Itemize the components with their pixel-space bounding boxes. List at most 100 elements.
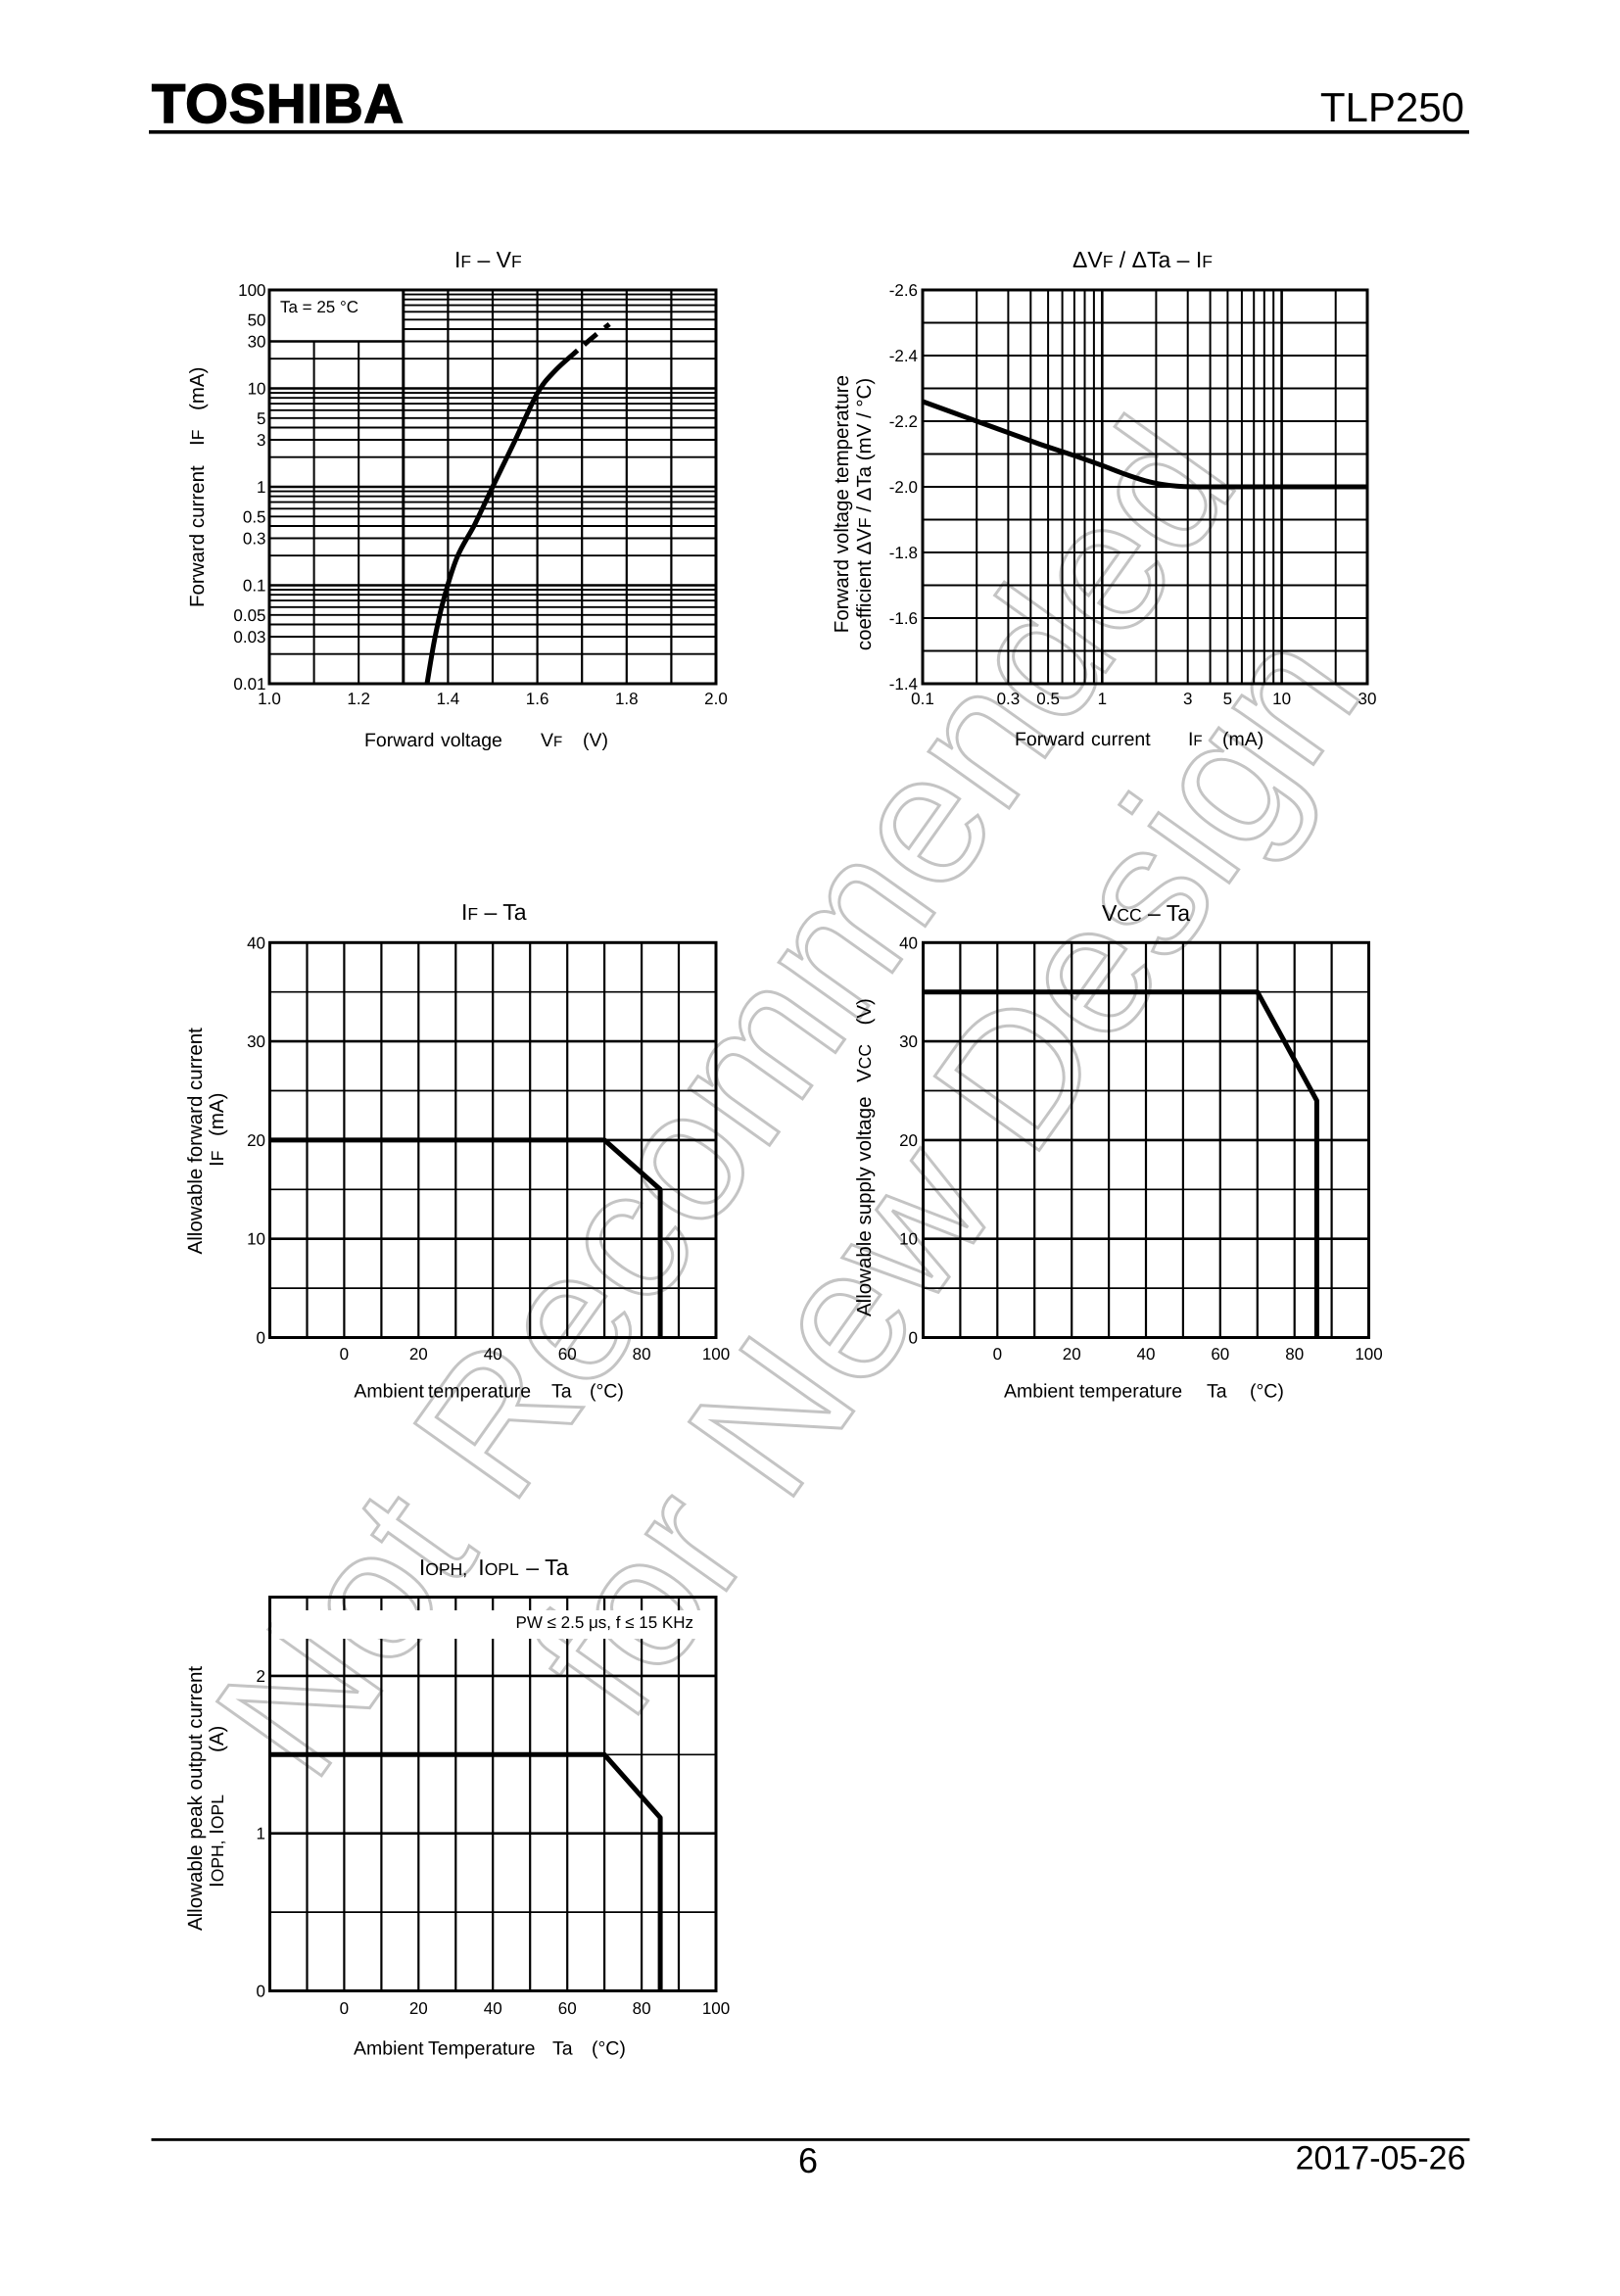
svg-text:(V): (V) [853, 998, 876, 1025]
svg-text:(°C): (°C) [1250, 1381, 1284, 1403]
svg-text:-2.6: -2.6 [889, 281, 918, 300]
svg-text:100: 100 [702, 1345, 730, 1363]
svg-text:Forward: Forward [364, 730, 435, 751]
svg-text:temperature: temperature [1079, 1381, 1182, 1403]
svg-text:1.8: 1.8 [615, 690, 639, 708]
svg-text:60: 60 [558, 1999, 577, 2018]
svg-text:30: 30 [248, 333, 266, 352]
svg-text:3: 3 [257, 431, 265, 450]
svg-text:40: 40 [484, 1999, 502, 2018]
svg-text:IF – VF: IF – VF [454, 247, 522, 272]
svg-text:TOSHIBA: TOSHIBA [152, 72, 405, 134]
svg-text:Ta: Ta [552, 2038, 573, 2060]
svg-text:IF: IF [206, 1151, 228, 1167]
svg-text:– Ta: – Ta [526, 1555, 568, 1580]
svg-text:VCC: VCC [853, 1044, 876, 1082]
svg-text:IOPH,: IOPH, [419, 1555, 467, 1580]
svg-text:60: 60 [558, 1345, 577, 1363]
svg-text:Allowable peak output current: Allowable peak output current [184, 1666, 207, 1931]
svg-text:0: 0 [340, 1999, 349, 2018]
svg-text:0.05: 0.05 [233, 606, 265, 625]
svg-text:40: 40 [247, 933, 265, 952]
svg-text:50: 50 [248, 311, 266, 329]
svg-text:1: 1 [1098, 690, 1107, 708]
svg-text:IOPL: IOPL [478, 1555, 519, 1580]
svg-text:Forward current: Forward current [186, 465, 209, 607]
svg-text:Forward voltage temperature: Forward voltage temperature [831, 375, 853, 633]
svg-text:30: 30 [899, 1032, 918, 1051]
svg-text:20: 20 [1063, 1345, 1081, 1363]
svg-text:Allowable supply voltage: Allowable supply voltage [853, 1097, 876, 1317]
svg-text:10: 10 [247, 1230, 265, 1249]
svg-text:1.4: 1.4 [437, 690, 460, 708]
svg-text:1.0: 1.0 [258, 690, 281, 708]
svg-text:10: 10 [899, 1230, 918, 1249]
svg-text:0: 0 [257, 1983, 265, 2001]
svg-text:0.3: 0.3 [243, 530, 266, 549]
svg-text:30: 30 [247, 1032, 265, 1051]
svg-text:-1.6: -1.6 [889, 609, 918, 628]
svg-text:5: 5 [1223, 690, 1232, 708]
svg-text:Ambient: Ambient [354, 1381, 424, 1403]
svg-text:1: 1 [257, 478, 265, 497]
svg-text:80: 80 [1285, 1345, 1304, 1363]
svg-text:temperature: temperature [428, 1381, 531, 1403]
svg-text:40: 40 [899, 933, 918, 952]
svg-text:20: 20 [247, 1131, 265, 1150]
svg-text:40: 40 [484, 1345, 502, 1363]
svg-text:(°C): (°C) [592, 2038, 626, 2060]
svg-text:1.6: 1.6 [526, 690, 549, 708]
svg-text:60: 60 [1211, 1345, 1229, 1363]
svg-text:(mA): (mA) [206, 1093, 228, 1136]
svg-text:100: 100 [702, 1999, 730, 2018]
svg-text:0.3: 0.3 [997, 690, 1021, 708]
svg-text:IF – Ta: IF – Ta [461, 899, 527, 925]
svg-text:VCC – Ta: VCC – Ta [1102, 900, 1190, 926]
svg-text:IF: IF [1188, 729, 1203, 750]
svg-text:0: 0 [909, 1329, 918, 1348]
svg-text:voltage: voltage [441, 730, 502, 751]
svg-text:100: 100 [1355, 1345, 1382, 1363]
svg-text:-2.2: -2.2 [889, 412, 918, 431]
svg-text:1.2: 1.2 [347, 690, 370, 708]
svg-text:TLP250: TLP250 [1320, 84, 1464, 130]
svg-text:80: 80 [633, 1345, 651, 1363]
svg-text:0.03: 0.03 [233, 628, 265, 646]
svg-text:Allowable forward current: Allowable forward current [184, 1028, 207, 1255]
svg-text:Temperature: Temperature [428, 2038, 535, 2060]
svg-text:0.01: 0.01 [233, 675, 265, 694]
svg-text:VF: VF [541, 730, 562, 751]
svg-text:20: 20 [409, 1999, 428, 2018]
svg-text:Ta: Ta [551, 1381, 572, 1403]
svg-text:0.1: 0.1 [911, 690, 934, 708]
svg-text:Ambient: Ambient [354, 2038, 424, 2060]
svg-text:10: 10 [1272, 690, 1291, 708]
svg-text:6: 6 [798, 2140, 818, 2180]
svg-text:IOPH, IOPL: IOPH, IOPL [206, 1794, 228, 1888]
svg-text:-2.0: -2.0 [889, 478, 918, 497]
svg-text:-2.4: -2.4 [889, 347, 918, 365]
svg-text:80: 80 [633, 1999, 651, 2018]
svg-text:PW ≤ 2.5 μs, f ≤ 15 KHz: PW ≤ 2.5 μs, f ≤ 15 KHz [515, 1613, 693, 1632]
svg-text:-1.8: -1.8 [889, 544, 918, 562]
svg-text:10: 10 [248, 380, 266, 399]
svg-text:-1.4: -1.4 [889, 675, 918, 694]
svg-text:(mA): (mA) [186, 367, 209, 410]
svg-text:Ambient: Ambient [1004, 1381, 1074, 1403]
svg-text:0: 0 [257, 1329, 265, 1348]
svg-text:(A): (A) [206, 1726, 228, 1752]
svg-text:0.1: 0.1 [243, 577, 266, 596]
svg-text:0.5: 0.5 [1036, 690, 1060, 708]
svg-text:(V): (V) [583, 730, 608, 751]
svg-text:20: 20 [409, 1345, 428, 1363]
svg-text:0: 0 [340, 1345, 349, 1363]
svg-text:Forward: Forward [1015, 729, 1085, 750]
svg-text:0.5: 0.5 [243, 507, 266, 526]
svg-text:3: 3 [1183, 690, 1192, 708]
svg-text:2: 2 [257, 1667, 265, 1686]
svg-text:ΔVF / ΔTa – IF: ΔVF / ΔTa – IF [1072, 247, 1213, 272]
svg-text:coefficient ΔVF / ΔTa (mV /: coefficient ΔVF / ΔTa (mV / °C) [853, 378, 876, 650]
svg-text:20: 20 [899, 1131, 918, 1150]
svg-text:5: 5 [257, 409, 265, 428]
svg-text:40: 40 [1137, 1345, 1156, 1363]
